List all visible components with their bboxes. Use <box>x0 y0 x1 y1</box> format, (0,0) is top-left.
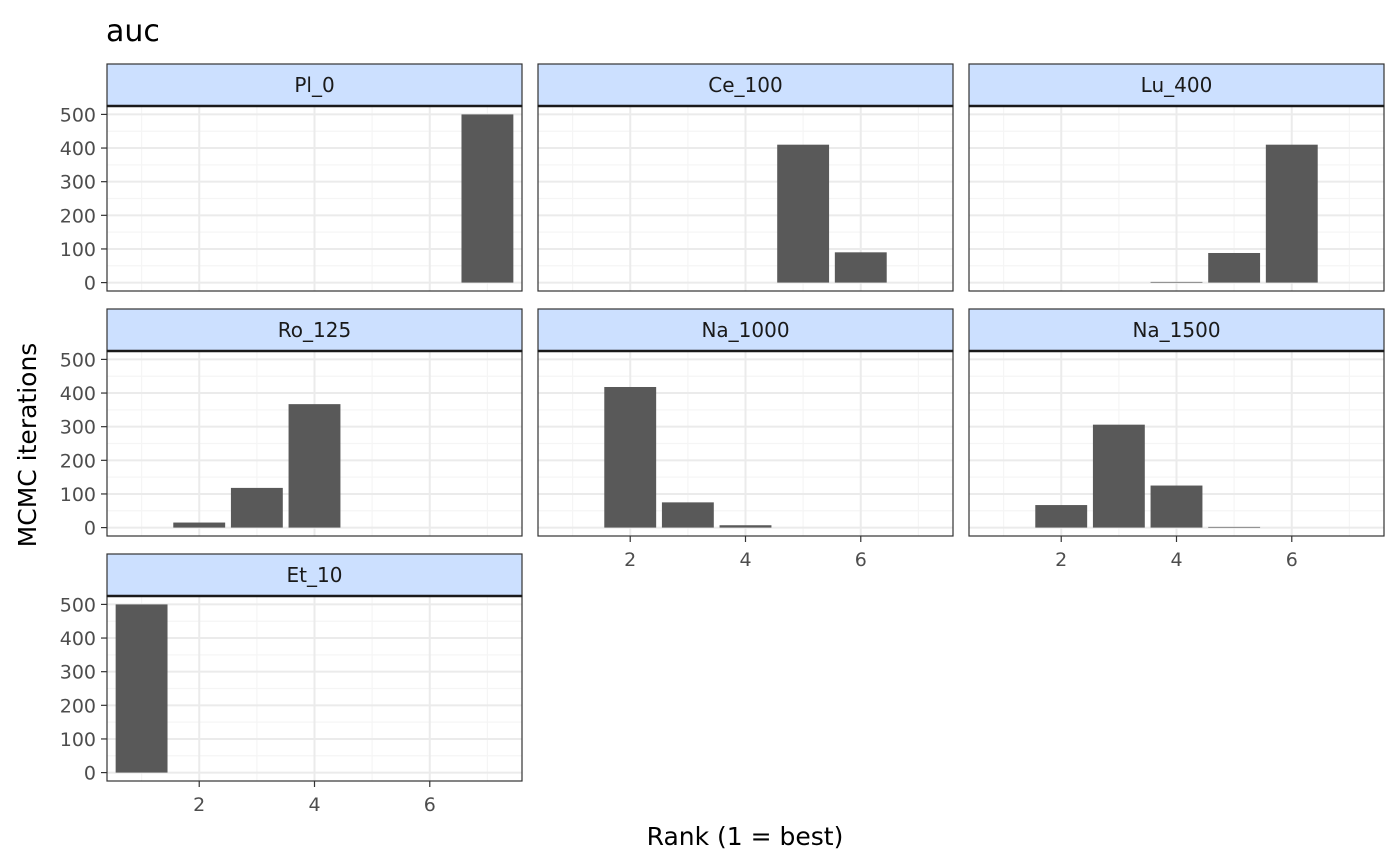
facet-strip-label: Ce_100 <box>708 73 782 97</box>
bar-rank-4 <box>719 525 772 528</box>
bar-rank-4 <box>288 404 341 528</box>
facet-panel-na-1500: Na_1500 2 4 6 <box>968 308 1385 571</box>
y-tick-label: 200 <box>60 695 96 717</box>
y-tick-label: 0 <box>84 763 96 785</box>
bar-rank-3 <box>1092 424 1145 528</box>
x-tick-label: 4 <box>308 794 320 816</box>
facet-strip <box>968 63 1385 107</box>
facet-strip-label: Lu_400 <box>1141 73 1213 97</box>
x-tick-label: 2 <box>624 549 636 571</box>
bar-rank-2 <box>604 386 657 528</box>
y-tick-label: 400 <box>60 383 96 405</box>
y-tick-label: 100 <box>60 239 96 261</box>
x-tick-label: 4 <box>1170 549 1182 571</box>
bar-rank-6 <box>834 252 887 283</box>
x-tick-label: 6 <box>855 549 867 571</box>
bar-rank-3 <box>230 487 283 528</box>
facet-strip-label: Et_10 <box>287 563 343 587</box>
y-tick-label: 500 <box>60 104 96 126</box>
facet-panel-ce-100: Ce_100 <box>537 63 954 292</box>
y-tick-label: 0 <box>84 518 96 540</box>
bar-rank-6 <box>1265 144 1318 283</box>
y-tick-label: 400 <box>60 138 96 160</box>
x-axis-title: Rank (1 = best) <box>647 822 844 851</box>
bar-rank-4 <box>1150 485 1203 528</box>
y-tick-label: 300 <box>60 662 96 684</box>
y-tick-label: 400 <box>60 628 96 650</box>
bar-rank-5 <box>777 144 830 283</box>
bar-rank-1 <box>115 604 168 773</box>
bar-rank-3 <box>661 502 714 528</box>
facet-strip <box>106 553 523 597</box>
y-tick-label: 100 <box>60 729 96 751</box>
x-tick-label: 2 <box>1055 549 1067 571</box>
facet-panels: Pl_0 0 100 200 300 400 500 Ce_100 Lu_400 Ro_125 0 1… <box>60 63 1385 816</box>
bar-rank-7 <box>461 114 514 283</box>
facet-strip <box>537 308 954 352</box>
facet-strip <box>106 63 523 107</box>
y-tick-label: 200 <box>60 450 96 472</box>
x-tick-label: 6 <box>424 794 436 816</box>
facet-panel-lu-400: Lu_400 <box>968 63 1385 292</box>
facet-panel-pl-0: Pl_0 0 100 200 300 400 500 <box>60 63 523 295</box>
y-axis-title: MCMC iterations <box>13 343 42 548</box>
chart-title: auc <box>106 14 160 49</box>
y-tick-label: 500 <box>60 349 96 371</box>
facet-strip <box>106 308 523 352</box>
x-tick-label: 6 <box>1286 549 1298 571</box>
bar-rank-2 <box>1035 505 1088 528</box>
bar-rank-5 <box>1208 252 1261 283</box>
y-tick-label: 0 <box>84 273 96 295</box>
y-tick-label: 300 <box>60 417 96 439</box>
x-tick-label: 4 <box>739 549 751 571</box>
y-tick-label: 100 <box>60 484 96 506</box>
facet-panel-ro-125: Ro_125 0 100 200 300 400 500 <box>60 308 523 540</box>
y-tick-label: 300 <box>60 172 96 194</box>
bar-rank-5 <box>1208 526 1261 528</box>
facet-panel-na-1000: Na_1000 2 4 6 <box>537 308 954 571</box>
facet-strip-label: Pl_0 <box>294 73 334 97</box>
y-tick-label: 200 <box>60 205 96 227</box>
bar-rank-2 <box>173 522 226 528</box>
facet-strip-label: Na_1000 <box>701 318 789 342</box>
facet-panel-et-10: Et_10 0 100 200 300 400 500 2 4 6 <box>60 553 523 816</box>
facet-strip-label: Na_1500 <box>1132 318 1220 342</box>
y-tick-label: 500 <box>60 594 96 616</box>
x-tick-label: 2 <box>193 794 205 816</box>
bar-rank-4 <box>1150 281 1203 283</box>
facet-strip <box>968 308 1385 352</box>
facet-strip-label: Ro_125 <box>278 318 351 342</box>
